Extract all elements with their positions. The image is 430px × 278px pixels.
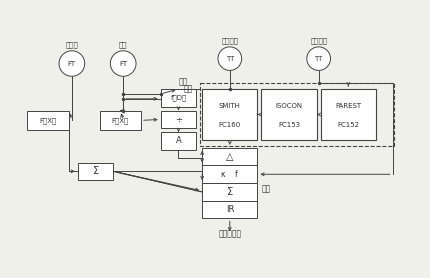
Text: κ    f: κ f [221,170,238,179]
Text: IR: IR [225,205,233,214]
Text: 主调: 主调 [184,85,193,93]
Text: 导证汽温: 导证汽温 [310,37,326,44]
Bar [99,111,141,130]
Text: PAREST: PAREST [335,103,360,109]
Bar [202,183,257,201]
Text: SMITH: SMITH [218,103,240,109]
Bar [202,201,257,219]
Circle shape [59,51,85,76]
Text: A: A [175,136,181,145]
Bar [200,83,393,146]
Text: F（X）: F（X） [40,117,57,124]
Bar [261,89,316,140]
Text: 出口汽温: 出口汽温 [221,37,238,44]
Text: ISOCON: ISOCON [275,103,302,109]
Bar [160,89,196,107]
Text: FC160: FC160 [218,122,240,128]
Text: FT: FT [119,61,127,66]
Bar [202,148,257,165]
Bar [160,111,196,128]
Text: TT: TT [314,56,322,62]
Text: f（D）: f（D） [170,95,186,101]
Bar [202,165,257,183]
Text: Σ: Σ [92,166,98,176]
Circle shape [218,47,241,70]
Circle shape [306,47,330,70]
Bar [202,89,257,140]
Text: 减温控指令: 减温控指令 [218,230,241,239]
Bar [320,89,375,140]
Bar [160,132,196,150]
Text: Σ: Σ [226,187,232,197]
Text: FT: FT [68,61,76,66]
Text: △: △ [226,152,233,162]
Text: F（X）: F（X） [111,117,129,124]
Bar [28,111,69,130]
Text: FC153: FC153 [277,122,299,128]
Text: 副调: 副调 [261,185,270,193]
Text: FC152: FC152 [337,122,359,128]
Circle shape [110,51,136,76]
Text: 负荷: 负荷 [119,41,127,48]
Text: 送风量: 送风量 [65,41,78,48]
Text: 主调: 主调 [178,77,187,86]
Bar [78,163,113,180]
Text: TT: TT [225,56,233,62]
Text: ÷: ÷ [175,115,181,124]
